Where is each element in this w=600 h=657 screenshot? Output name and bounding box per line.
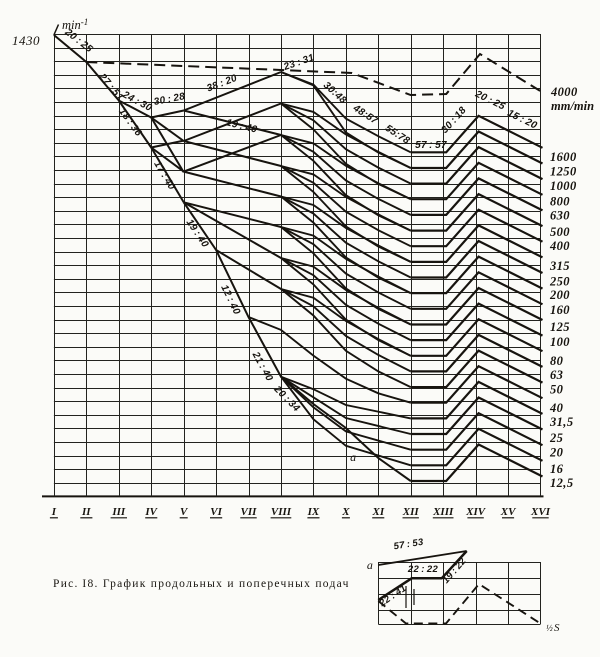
svg-text:½: ½: [546, 623, 553, 633]
svg-text:12,5: 12,5: [550, 476, 573, 490]
svg-text:III: III: [111, 506, 126, 518]
svg-text:1250: 1250: [550, 164, 577, 178]
svg-text:500: 500: [550, 225, 570, 239]
svg-text:Рис. I8. График продольных и п: Рис. I8. График продольных и поперечных …: [53, 578, 350, 590]
svg-text:XII: XII: [402, 506, 420, 518]
svg-text:630: 630: [550, 209, 570, 223]
svg-text:57 : 57: 57 : 57: [415, 140, 447, 151]
svg-text:XVI: XVI: [530, 506, 551, 518]
svg-text:II: II: [81, 506, 91, 518]
svg-text:XIV: XIV: [465, 506, 487, 518]
svg-text:315: 315: [549, 259, 570, 273]
svg-text:250: 250: [549, 274, 570, 288]
svg-text:1000: 1000: [550, 179, 577, 193]
svg-text:31,5: 31,5: [549, 415, 573, 429]
svg-text:VII: VII: [241, 506, 258, 518]
svg-text:S: S: [554, 622, 560, 634]
svg-text:125: 125: [550, 320, 570, 334]
svg-text:XI: XI: [371, 506, 384, 518]
svg-text:I: I: [51, 506, 57, 518]
svg-text:mm/min: mm/min: [551, 99, 594, 113]
svg-text:IX: IX: [307, 506, 320, 518]
svg-text:1600: 1600: [550, 150, 577, 164]
svg-text:VI: VI: [210, 506, 222, 518]
svg-text:VIII: VIII: [271, 506, 292, 518]
svg-text:1430: 1430: [12, 33, 40, 48]
svg-text:16: 16: [550, 462, 564, 476]
svg-text:63: 63: [550, 368, 563, 382]
svg-text:XV: XV: [500, 506, 517, 518]
svg-text:200: 200: [549, 288, 570, 302]
svg-text:50: 50: [550, 383, 564, 397]
svg-text:20: 20: [549, 445, 564, 459]
svg-text:400: 400: [549, 239, 570, 253]
svg-text:IV: IV: [144, 506, 158, 518]
svg-text:V: V: [180, 506, 189, 518]
svg-text:а: а: [367, 558, 373, 572]
svg-text:40: 40: [549, 401, 564, 415]
svg-text:4000: 4000: [550, 85, 578, 99]
svg-text:XIII: XIII: [432, 506, 454, 518]
svg-text:80: 80: [550, 354, 564, 368]
svg-text:57 : 53: 57 : 53: [393, 537, 425, 553]
svg-text:а: а: [350, 450, 356, 464]
svg-text:22 : 22: 22 : 22: [407, 564, 439, 575]
svg-text:160: 160: [550, 303, 570, 317]
svg-text:100: 100: [550, 335, 570, 349]
svg-text:25: 25: [549, 431, 563, 445]
svg-text:800: 800: [550, 194, 570, 208]
svg-text:X: X: [341, 506, 350, 518]
